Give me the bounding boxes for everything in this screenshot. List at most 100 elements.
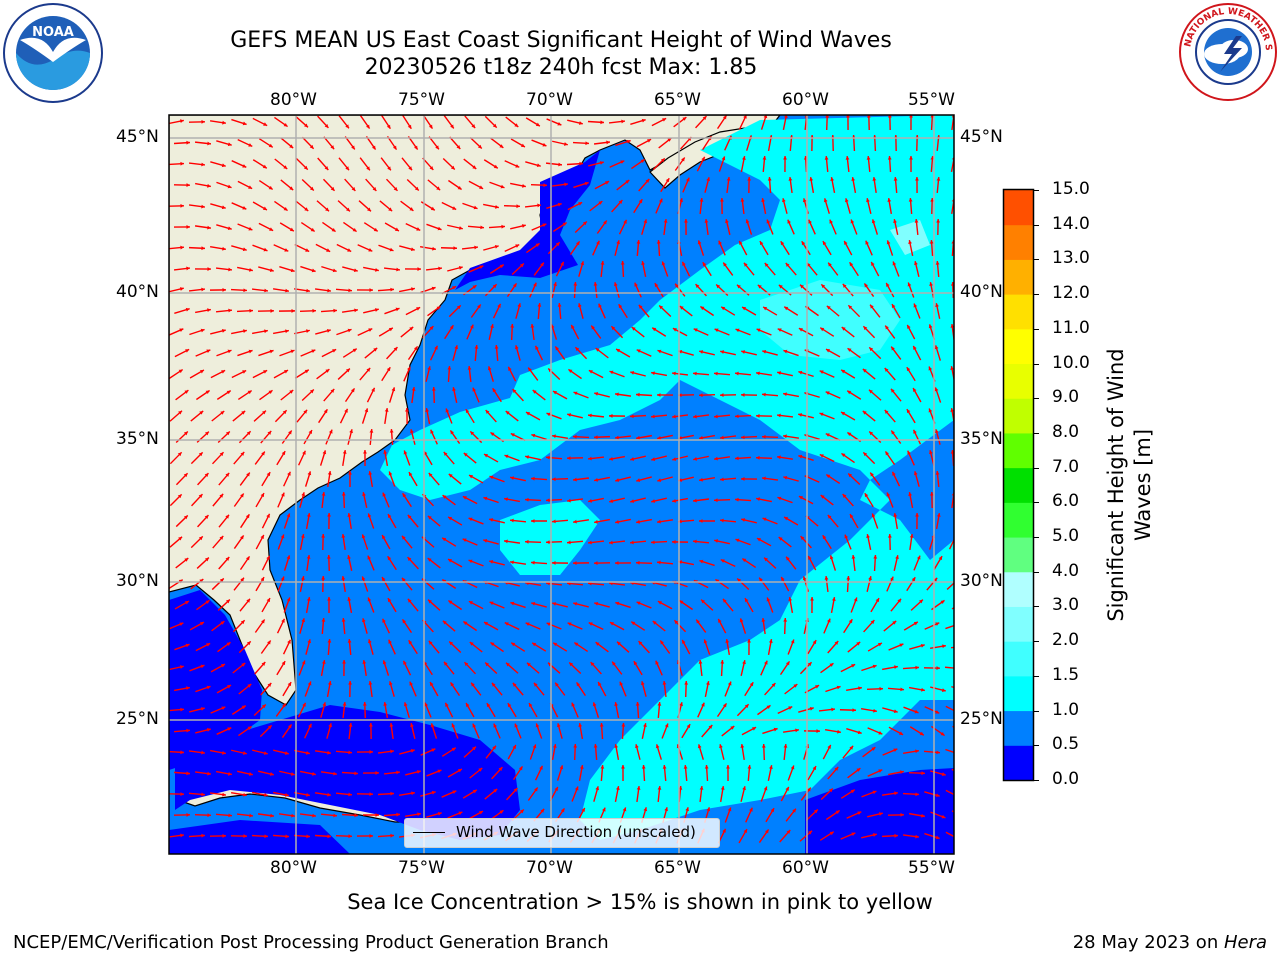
wave-direction-arrowhead [720,350,725,354]
wave-direction-arrowhead [387,166,391,171]
wave-direction-arrowhead [957,303,961,307]
wave-direction-arrowhead [933,577,938,582]
wave-direction-arrowhead [588,540,592,545]
wave-direction-arrowhead [963,688,967,692]
wave-direction-arrowhead [652,327,657,332]
wave-direction-arrowhead [636,786,641,790]
wave-direction-arrowhead [537,203,541,208]
wave-direction-arrowhead [841,412,846,416]
wave-direction-arrow [958,261,959,277]
wave-direction-arrowhead [387,598,392,603]
wave-direction-arrowhead [716,284,721,289]
wave-direction-arrowhead [311,268,316,273]
wave-direction-arrowhead [308,723,312,728]
wave-direction-arrowhead [321,492,326,496]
lon-label-top-70w: 70°W [526,90,573,110]
wave-direction-arrowhead [871,747,876,751]
wave-direction-arrowhead [510,324,515,328]
wave-direction-arrowhead [512,283,517,288]
wave-direction-arrowhead [326,329,331,333]
wave-direction-arrowhead [913,471,918,476]
wave-direction-arrowhead [462,496,467,500]
wave-direction-arrowhead [960,557,964,561]
wave-direction-arrowhead [907,450,911,455]
wave-direction-arrowhead [180,119,184,123]
wave-direction-arrowhead [393,347,398,352]
wave-direction-arrowhead [553,642,558,647]
wave-direction-arrowhead [401,535,406,540]
wave-direction-arrowhead [499,810,504,814]
wave-direction-arrowhead [681,157,685,162]
wave-direction-arrowhead [812,640,817,645]
wave-direction-arrowhead [200,707,205,711]
wave-direction-arrowhead [742,786,746,791]
wave-direction-arrowhead [798,328,803,332]
wave-direction-arrowhead [820,327,825,332]
wave-direction-arrowhead [631,327,636,331]
wave-direction-arrowhead [842,283,847,288]
wave-direction-arrowhead [321,576,326,580]
wave-direction-arrowhead [908,492,913,496]
wave-direction-arrowhead [424,702,429,707]
wave-direction-arrowhead [325,369,330,373]
wave-direction-arrowhead [722,115,727,120]
wave-direction-arrowhead [851,177,856,181]
wave-direction-arrowhead [330,145,335,150]
colorbar-tick-mark [1033,571,1039,573]
wave-direction-arrowhead [559,765,564,770]
wave-direction-arrowhead [684,681,689,685]
wave-direction-arrowhead [764,660,768,665]
wave-direction-arrowhead [533,282,537,287]
wave-direction-arrowhead [248,185,253,189]
wave-direction-arrowhead [198,536,203,541]
wave-direction-arrowhead [599,161,604,165]
wave-direction-arrowhead [205,600,210,604]
wave-direction-arrowhead [394,227,399,231]
wave-direction-arrowhead [741,477,745,481]
wave-direction-arrowhead [485,410,490,414]
wave-direction-arrowhead [553,282,557,287]
wave-direction-arrowhead [505,411,510,415]
wave-direction-arrowhead [300,534,305,538]
colorbar-tick-mark [1033,710,1039,712]
wave-direction-arrowhead [756,455,760,460]
wave-direction-arrowhead [885,451,890,456]
wave-direction-arrowhead [699,477,703,482]
wave-direction-arrowhead [824,156,829,160]
colorbar-tick-mark [1033,780,1039,781]
wave-direction-arrowhead [180,750,184,755]
wave-direction-arrowhead [345,368,350,373]
wave-direction-arrowhead [844,198,849,203]
wave-direction-arrowhead [626,139,631,144]
wave-direction-arrowhead [764,262,769,267]
wave-direction-arrowhead [956,836,960,839]
wave-direction-arrowhead [744,704,749,709]
wave-direction-arrowhead [635,702,640,706]
wave-direction-arrowhead [448,559,453,563]
wave-direction-arrowhead [458,226,463,230]
wave-direction-arrowhead [870,472,874,477]
wave-direction-arrowhead [430,429,434,434]
wave-direction-arrowhead [407,557,412,562]
wave-direction-arrowhead [552,519,556,524]
wave-direction-arrowhead [201,204,205,209]
wave-direction-arrowhead [777,496,782,501]
wave-direction-arrowhead [851,832,856,836]
wave-direction-arrowhead [417,267,421,271]
wave-direction-arrowhead [741,350,746,354]
wave-direction-arrowhead [841,369,846,374]
wave-direction-arrowhead [763,115,768,119]
wave-direction-arrowhead [222,288,226,292]
wave-direction-arrowhead [578,202,583,206]
wave-direction-arrowhead [303,165,308,170]
lon-label-bottom-55w: 55°W [908,858,955,878]
wave-direction-arrowhead [291,309,295,313]
wave-direction-arrowhead [543,183,547,188]
colorbar-cell [1004,432,1033,469]
wave-direction-arrowhead [428,640,433,645]
wave-direction-arrowhead [928,324,933,329]
colorbar-tick-mark [1033,294,1039,296]
wave-direction-arrowhead [761,744,766,748]
wave-direction-arrowhead [269,772,274,776]
